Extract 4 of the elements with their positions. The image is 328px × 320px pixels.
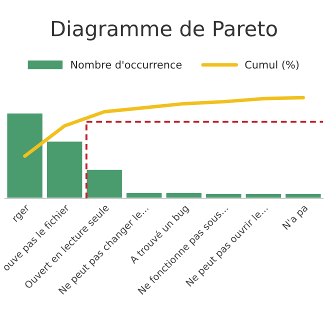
legend-label: Nombre d'occurrence [71,60,182,69]
legend-label: Cumul (%) [245,60,299,70]
chart-title: Diagramme de Pareto [52,20,277,40]
x-tick-label: N'a pa [282,204,310,232]
